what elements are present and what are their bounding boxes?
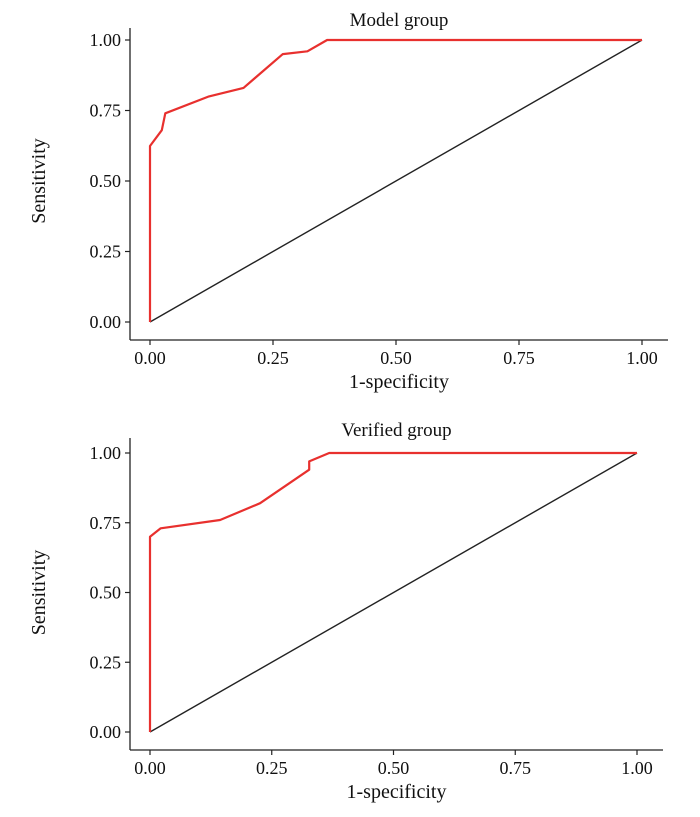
roc-curve-line bbox=[148, 38, 642, 322]
y-tick-label: 1.00 bbox=[90, 443, 122, 463]
x-tick-label: 0.25 bbox=[256, 758, 288, 778]
y-axis-label: Sensitivity bbox=[28, 550, 50, 636]
y-tick-label: 0.75 bbox=[90, 513, 122, 533]
y-axis-label: Sensitivity bbox=[28, 138, 50, 224]
roc-curve-line bbox=[148, 451, 637, 732]
y-tick-label: 0.25 bbox=[90, 652, 122, 672]
y-tick-label: 0.75 bbox=[90, 101, 122, 121]
roc-panel-1: 0.00 0.25 0.50 0.75 1.00 0.00 0.25 0.50 0.75 1.00… bbox=[28, 10, 668, 393]
y-tick-label: 0.00 bbox=[90, 722, 122, 742]
x-tick-label: 0.00 bbox=[134, 348, 166, 368]
y-tick-label: 1.00 bbox=[90, 30, 122, 50]
y-tick-label: 0.50 bbox=[90, 583, 122, 603]
reference-diagonal-line bbox=[149, 452, 638, 733]
x-tick-label: 0.50 bbox=[380, 348, 412, 368]
x-tick-label: 1.00 bbox=[621, 758, 653, 778]
chart-title: Verified group bbox=[341, 420, 451, 441]
x-axis-label: 1-specificity bbox=[347, 781, 447, 803]
x-tick-label: 0.75 bbox=[503, 348, 535, 368]
y-tick-label: 0.50 bbox=[90, 171, 122, 191]
x-tick-label: 0.75 bbox=[500, 758, 532, 778]
chart-title: Model group bbox=[350, 10, 449, 31]
x-tick-label: 0.00 bbox=[134, 758, 166, 778]
y-tick-label: 0.25 bbox=[90, 242, 122, 262]
roc-panel-2: 0.00 0.25 0.50 0.75 1.00 0.00 0.25 0.50 0.75 1.00… bbox=[28, 420, 663, 803]
reference-diagonal-line bbox=[149, 39, 643, 323]
x-tick-label: 0.50 bbox=[378, 758, 410, 778]
x-tick-label: 0.25 bbox=[257, 348, 289, 368]
x-axis-label: 1-specificity bbox=[349, 371, 449, 393]
x-tick-label: 1.00 bbox=[626, 348, 658, 368]
y-tick-label: 0.00 bbox=[90, 312, 122, 332]
